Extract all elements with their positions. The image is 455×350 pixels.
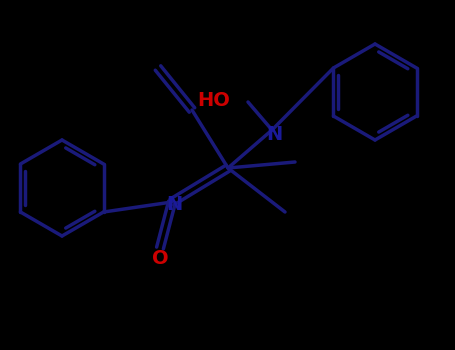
Text: HO: HO bbox=[197, 91, 230, 110]
Text: N: N bbox=[166, 196, 182, 215]
Text: O: O bbox=[152, 248, 168, 267]
Text: N: N bbox=[266, 126, 282, 145]
